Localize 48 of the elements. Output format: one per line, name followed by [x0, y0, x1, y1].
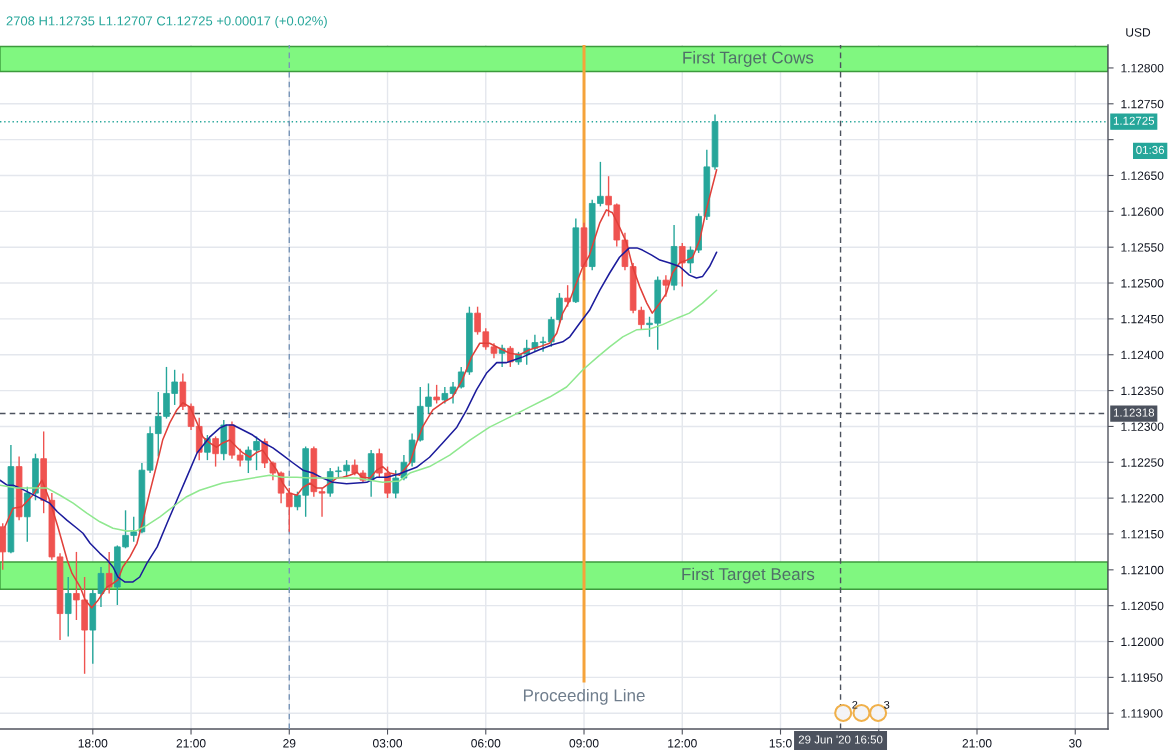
y-tick-label: 1.12600: [1121, 207, 1164, 216]
y-tick-label: 1.12650: [1121, 171, 1164, 180]
candlestick: [64, 576, 72, 638]
ref-line-label: 1.12318: [1113, 408, 1155, 417]
x-tick-label: 29: [283, 739, 296, 748]
candlestick: [212, 435, 219, 468]
y-tick-label: 1.12750: [1121, 99, 1164, 109]
candlestick: [105, 551, 113, 595]
text: 01:36: [1136, 145, 1165, 154]
y-tick-label: 1.12200: [1121, 494, 1164, 503]
ref-line-label: 1.12725: [1113, 116, 1155, 125]
candlestick: [433, 384, 440, 405]
y-tick-label: 1.12250: [1121, 458, 1164, 467]
annotation: 3: [884, 700, 890, 709]
y-tick-label: 1.12000: [1121, 637, 1164, 646]
y-tick-label: 1.12150: [1121, 529, 1164, 539]
candlestick: [449, 381, 457, 405]
y-tick-label: 1.12050: [1121, 601, 1164, 611]
y-tick-label: 1.12550: [1121, 243, 1164, 252]
x-tick-label: 30: [1069, 739, 1082, 748]
y-tick-label: 1.12400: [1121, 350, 1164, 360]
y-tick-label: 1.11950: [1121, 673, 1163, 682]
y-tick-label: 1.12500: [1121, 279, 1164, 288]
x-tick-label: 12:00: [668, 739, 697, 748]
ref-line-label: Proceeding Line: [523, 688, 645, 705]
x-tick-label: 21:00: [176, 739, 206, 748]
y-tick-label: 1.12300: [1121, 422, 1164, 431]
ref-line-label: 29 Jun '20 16:50: [798, 735, 883, 744]
candlestick: [318, 487, 326, 518]
chart-subtitle: 2708 H1.12735 L1.12707 C1.12725 +0.00017 (+0.02%): [6, 15, 327, 29]
x-tick-label: 06:00: [471, 739, 501, 748]
y-tick-label: 1.12350: [1121, 386, 1164, 396]
annotation: 2: [852, 700, 858, 709]
x-tick-label: 15:0: [769, 739, 792, 748]
x-tick-label: 09:00: [569, 739, 599, 748]
y-tick-label: 1.12800: [1121, 63, 1164, 73]
y-axis-title: USD: [1126, 28, 1151, 37]
band-label: First Target Bears: [682, 567, 815, 584]
line-series: [0, 247, 718, 583]
y-tick-label: 1.11900: [1121, 709, 1163, 718]
x-tick-label: 18:00: [78, 739, 108, 748]
x-tick-label: 21:00: [962, 739, 992, 748]
band-label: First Target Cows: [683, 51, 814, 67]
candlestick: [678, 242, 686, 288]
y-tick-label: 1.12100: [1121, 565, 1164, 575]
y-tick-label: 1.12450: [1121, 314, 1164, 324]
x-tick-label: 03:00: [372, 739, 403, 748]
candlestick: [662, 274, 670, 298]
